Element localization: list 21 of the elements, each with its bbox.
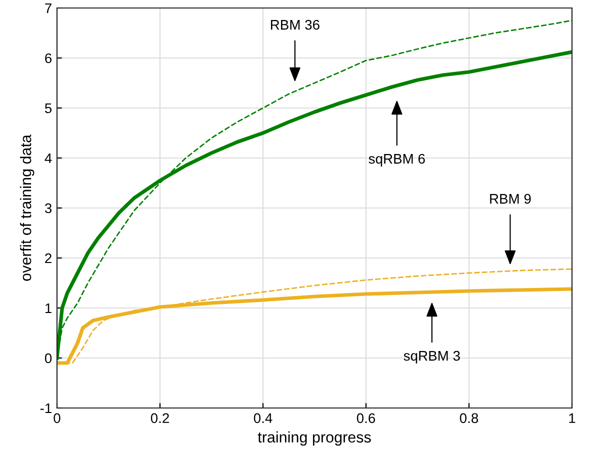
x-tick-label: 0.2 xyxy=(150,413,169,424)
annotation: sqRBM 3 xyxy=(404,350,460,364)
y-tick-label: -1 xyxy=(40,403,52,414)
y-tick-label: 7 xyxy=(45,3,52,14)
y-tick-label: 2 xyxy=(45,253,52,264)
annotation: RBM 36 xyxy=(270,20,320,30)
x-axis-title: training progress xyxy=(258,431,371,446)
y-tick-label: 0 xyxy=(44,353,52,364)
annotation: sqRBM 6 xyxy=(368,154,425,166)
y-tick-label: 1 xyxy=(45,303,52,314)
y-tick-label: 3 xyxy=(44,203,52,214)
x-tick-label: 0.8 xyxy=(460,413,478,424)
y-axis-title: overfit of training data xyxy=(20,134,34,281)
x-tick-label: 0.6 xyxy=(356,413,376,424)
x-tick-label: 0.4 xyxy=(254,413,272,424)
x-tick-label: 1 xyxy=(569,413,576,423)
y-tick-label: 4 xyxy=(44,153,52,164)
y-tick-label: 5 xyxy=(44,103,52,114)
annotation: RBM 9 xyxy=(490,194,531,204)
y-tick-label: 6 xyxy=(45,53,52,64)
x-tick-label: 0 xyxy=(54,413,60,424)
